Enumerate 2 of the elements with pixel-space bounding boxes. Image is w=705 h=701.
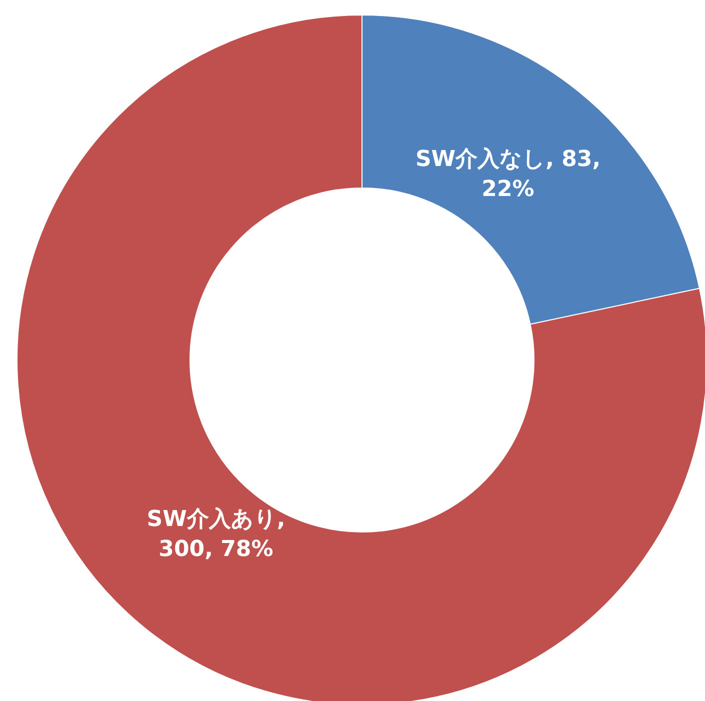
slice-label: SW介入なし, 83, 22% — [414, 146, 602, 204]
slice-label: SW介入あり, 300, 78% — [146, 506, 286, 564]
